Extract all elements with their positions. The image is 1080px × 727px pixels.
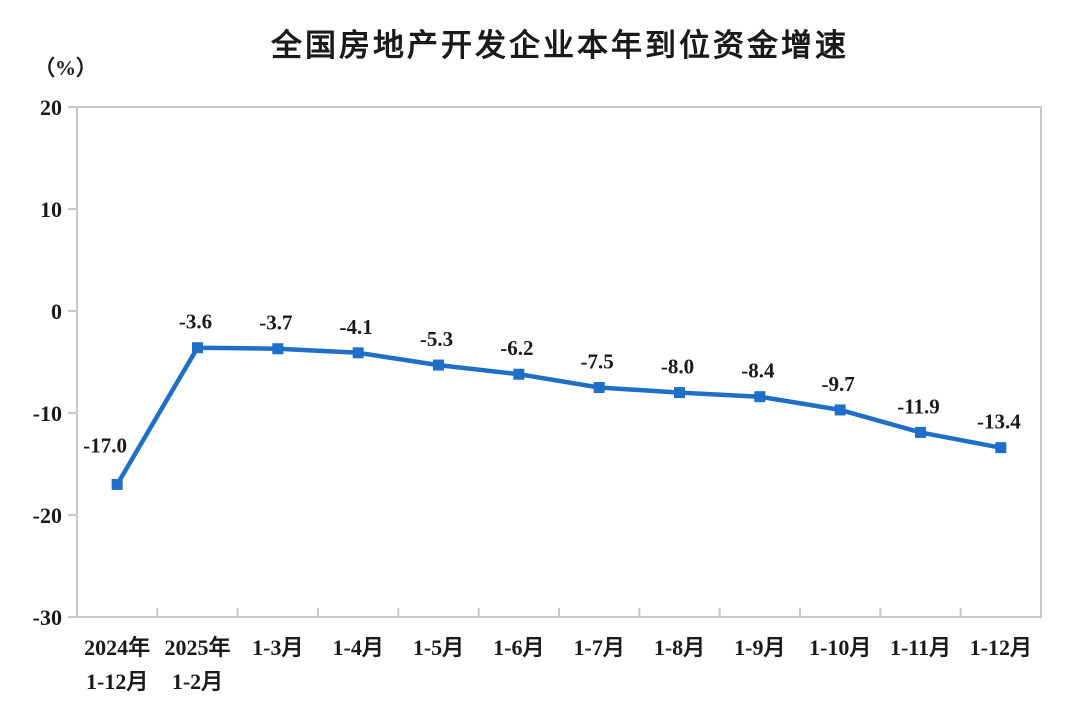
y-axis-unit-label: （%） xyxy=(34,56,97,80)
y-axis-tick-label: 10 xyxy=(40,197,62,222)
x-axis-label: 1-9月 xyxy=(734,635,785,660)
data-point-label: -9.7 xyxy=(822,372,855,396)
data-point-label: -5.3 xyxy=(420,327,453,351)
chart-title: 全国房地产开发企业本年到位资金增速 xyxy=(271,28,849,64)
x-axis-label: 2024年 xyxy=(84,635,150,660)
data-point-marker xyxy=(915,426,926,438)
x-axis-label: 1-10月 xyxy=(809,635,871,660)
x-axis-label: 2025年 xyxy=(164,635,230,660)
data-point-marker xyxy=(272,343,284,355)
data-point-label: -13.4 xyxy=(977,410,1021,434)
data-point-marker xyxy=(192,342,203,354)
x-axis-label: 1-5月 xyxy=(413,635,464,660)
data-point-marker xyxy=(754,391,766,403)
y-axis-tick-label: 20 xyxy=(40,95,62,120)
plot-border xyxy=(76,106,1042,618)
x-axis-label: 1-4月 xyxy=(333,635,384,660)
data-point-label: -11.9 xyxy=(897,394,940,418)
data-point-marker xyxy=(111,478,123,490)
x-axis-label: 1-8月 xyxy=(654,635,705,660)
x-axis-label: 1-2月 xyxy=(172,669,223,694)
data-point-label: -3.6 xyxy=(179,310,212,334)
data-point-marker xyxy=(352,347,364,359)
x-axis-label: 1-12月 xyxy=(86,669,148,694)
data-point-marker xyxy=(433,359,444,371)
y-axis-tick-label: -20 xyxy=(33,503,62,528)
x-axis-label: 1-11月 xyxy=(890,635,951,660)
data-point-label: -6.2 xyxy=(500,336,533,360)
data-point-marker xyxy=(995,442,1007,454)
data-point-marker xyxy=(674,387,685,399)
data-point-label: -7.5 xyxy=(581,350,614,374)
y-axis-tick-label: 0 xyxy=(51,299,62,324)
data-point-marker xyxy=(593,382,605,393)
y-axis-tick-label: -30 xyxy=(33,605,62,630)
data-point-label: -3.7 xyxy=(259,311,292,335)
x-axis-label: 1-3月 xyxy=(252,635,303,660)
data-point-marker xyxy=(513,368,525,380)
data-point-label: -8.0 xyxy=(661,355,694,379)
data-point-label: -4.1 xyxy=(340,315,373,339)
data-point-label: -8.4 xyxy=(741,359,775,383)
x-axis-label: 1-7月 xyxy=(574,635,625,660)
series-line xyxy=(114,345,1004,487)
data-point-marker xyxy=(834,404,846,416)
x-axis-label: 1-6月 xyxy=(493,635,544,660)
data-point-label: -17.0 xyxy=(83,433,127,457)
x-axis-label: 1-12月 xyxy=(970,635,1032,660)
y-axis-tick-label: -10 xyxy=(33,401,62,426)
